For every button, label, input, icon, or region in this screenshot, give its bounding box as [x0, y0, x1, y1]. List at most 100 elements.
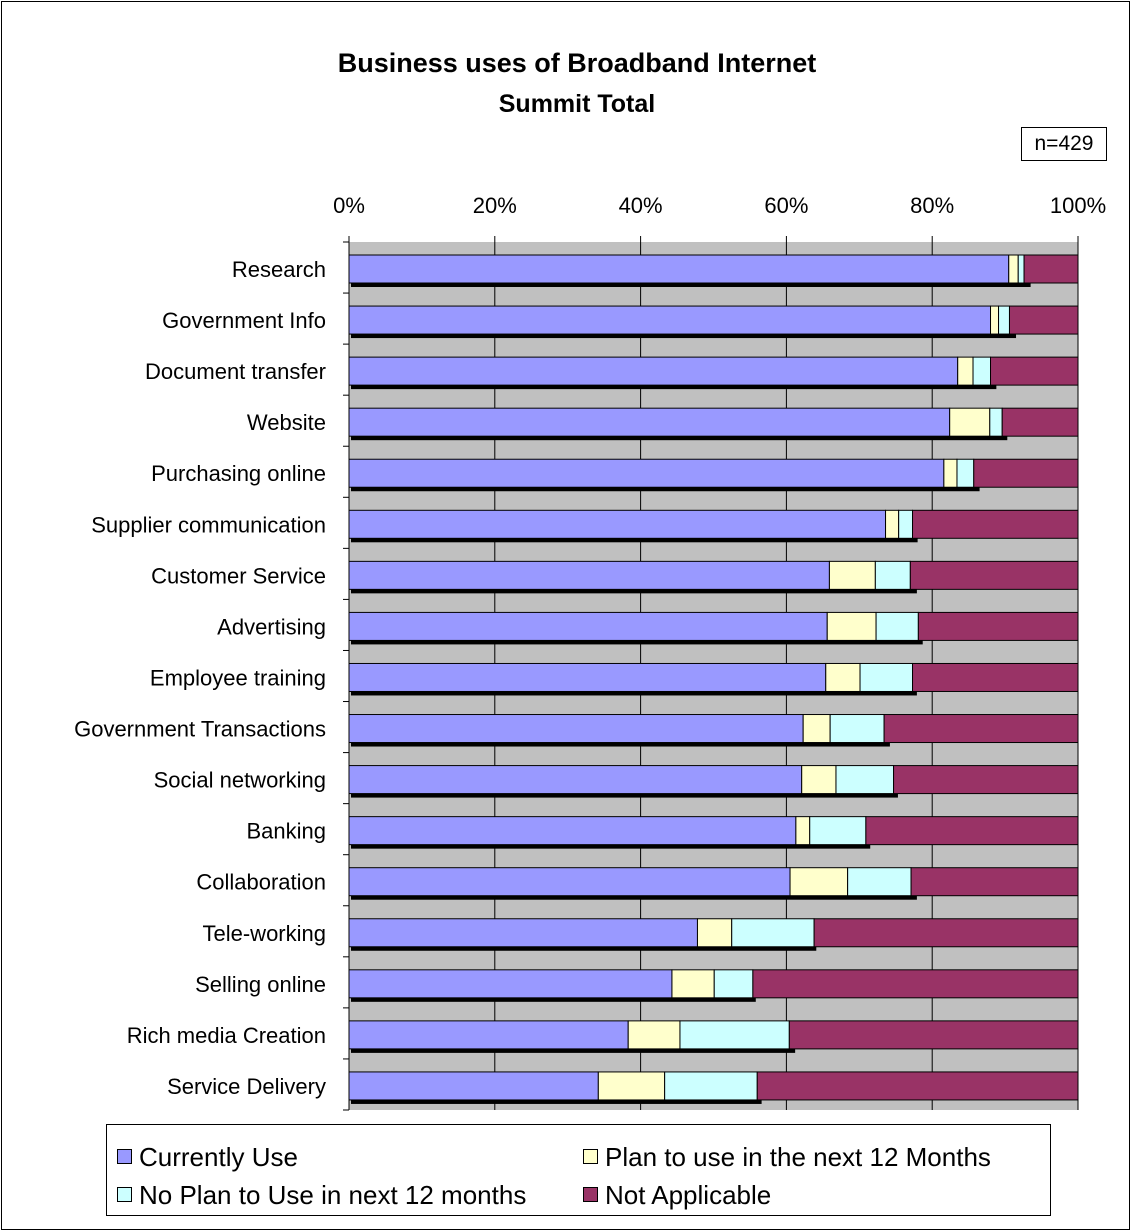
bar-selling-online-currently-use	[348, 969, 673, 999]
total-line-government-transactions	[351, 741, 890, 747]
bar-government-transactions-no-plan-to-use-in-next-12-months	[829, 714, 885, 744]
total-line-research	[351, 282, 1031, 287]
bar-purchasing-online-currently-use	[348, 458, 945, 488]
bar-purchasing-online-not-applicable	[973, 458, 1079, 488]
bar-advertising-no-plan-to-use-in-next-12-months	[875, 611, 919, 641]
bar-supplier-communication-plan-to-use-in-the-next-12-months	[885, 509, 900, 539]
chart-subtitle: Summit Total	[498, 90, 656, 118]
category-label-supplier-communication: Supplier communication	[91, 512, 326, 537]
bar-government-transactions-plan-to-use-in-the-next-12-months	[802, 714, 831, 744]
bar-document-transfer-plan-to-use-in-the-next-12-months	[957, 356, 974, 386]
bar-research-plan-to-use-in-the-next-12-months	[1008, 254, 1019, 284]
x-tick-label-5: 100%	[1050, 193, 1106, 218]
category-label-service-delivery: Service Delivery	[167, 1074, 326, 1099]
total-line-customer-service	[351, 588, 917, 594]
category-label-tele-working: Tele-working	[203, 921, 327, 946]
total-line-document-transfer	[351, 384, 997, 390]
sample-size-box: n=429	[1021, 127, 1107, 161]
category-label-rich-media-creation: Rich media Creation	[127, 1023, 326, 1048]
bar-customer-service-no-plan-to-use-in-next-12-months	[874, 560, 911, 590]
bar-social-networking-no-plan-to-use-in-next-12-months	[835, 765, 895, 795]
bar-employee-training-currently-use	[348, 662, 827, 692]
total-line-rich-media-creation	[351, 1047, 796, 1053]
legend-swatch-no-plan	[117, 1187, 132, 1202]
bar-tele-working-plan-to-use-in-the-next-12-months	[696, 918, 733, 948]
bar-banking-currently-use	[348, 816, 797, 846]
legend-swatch-currently-use	[117, 1149, 132, 1164]
bar-advertising-plan-to-use-in-the-next-12-months	[826, 611, 877, 641]
category-label-selling-online: Selling online	[195, 972, 326, 997]
total-line-banking	[351, 843, 871, 849]
bar-document-transfer-currently-use	[348, 356, 959, 386]
bar-government-transactions-currently-use	[348, 714, 804, 744]
bar-service-delivery-no-plan-to-use-in-next-12-months	[664, 1071, 758, 1101]
bar-supplier-communication-no-plan-to-use-in-next-12-months	[898, 509, 914, 539]
total-line-government-info	[351, 333, 1017, 339]
total-line-selling-online	[351, 996, 756, 1002]
bar-banking-not-applicable	[865, 816, 1079, 846]
category-label-government-transactions: Government Transactions	[74, 717, 326, 742]
bar-rich-media-creation-not-applicable	[788, 1020, 1079, 1050]
bar-social-networking-plan-to-use-in-the-next-12-months	[801, 765, 837, 795]
total-line-tele-working	[351, 945, 817, 951]
category-label-purchasing-online: Purchasing online	[151, 461, 326, 486]
bar-government-info-no-plan-to-use-in-next-12-months	[998, 305, 1010, 335]
category-label-social-networking: Social networking	[154, 768, 326, 793]
bar-government-info-plan-to-use-in-the-next-12-months	[990, 305, 1000, 335]
bar-purchasing-online-no-plan-to-use-in-next-12-months	[956, 458, 975, 488]
legend-label-currently-use: Currently Use	[139, 1142, 298, 1172]
category-label-advertising: Advertising	[217, 614, 326, 639]
legend-label-not-applicable: Not Applicable	[605, 1180, 772, 1210]
bar-customer-service-not-applicable	[909, 560, 1079, 590]
total-line-website	[351, 435, 1008, 441]
bar-research-currently-use	[348, 254, 1010, 284]
chart-title: Business uses of Broadband Internet	[337, 48, 817, 78]
category-label-website: Website	[247, 410, 326, 435]
category-label-collaboration: Collaboration	[196, 870, 326, 895]
category-label-customer-service: Customer Service	[151, 563, 326, 588]
x-tick-label-2: 40%	[619, 193, 663, 218]
bar-rich-media-creation-no-plan-to-use-in-next-12-months	[679, 1020, 790, 1050]
bar-employee-training-plan-to-use-in-the-next-12-months	[825, 662, 861, 692]
bar-website-currently-use	[348, 407, 951, 437]
bar-employee-training-no-plan-to-use-in-next-12-months	[859, 662, 914, 692]
category-label-government-info: Government Info	[162, 308, 326, 333]
bar-service-delivery-currently-use	[348, 1071, 599, 1101]
category-label-banking: Banking	[246, 819, 326, 844]
bar-document-transfer-no-plan-to-use-in-next-12-months	[972, 356, 992, 386]
bar-selling-online-plan-to-use-in-the-next-12-months	[671, 969, 715, 999]
bar-customer-service-plan-to-use-in-the-next-12-months	[828, 560, 876, 590]
category-label-research: Research	[232, 257, 326, 282]
legend-swatch-not-applicable	[583, 1187, 598, 1202]
bar-selling-online-not-applicable	[752, 969, 1079, 999]
bar-banking-no-plan-to-use-in-next-12-months	[809, 816, 867, 846]
legend-label-no-plan: No Plan to Use in next 12 months	[139, 1180, 527, 1210]
total-line-advertising	[351, 639, 923, 645]
bar-website-not-applicable	[1001, 407, 1079, 437]
total-line-service-delivery	[351, 1098, 762, 1104]
bar-advertising-currently-use	[348, 611, 828, 641]
bar-employee-training-not-applicable	[912, 662, 1079, 692]
bar-tele-working-no-plan-to-use-in-next-12-months	[731, 918, 815, 948]
bar-government-info-currently-use	[348, 305, 992, 335]
bar-research-not-applicable	[1023, 254, 1079, 284]
total-line-social-networking	[351, 792, 898, 798]
total-line-employee-training	[351, 690, 917, 696]
bar-selling-online-no-plan-to-use-in-next-12-months	[713, 969, 754, 999]
bar-customer-service-currently-use	[348, 560, 830, 590]
bar-service-delivery-plan-to-use-in-the-next-12-months	[597, 1071, 666, 1101]
category-label-document-transfer: Document transfer	[145, 359, 326, 384]
legend-label-plan-to-use: Plan to use in the next 12 Months	[605, 1142, 991, 1172]
bar-purchasing-online-plan-to-use-in-the-next-12-months	[943, 458, 958, 488]
bar-rich-media-creation-currently-use	[348, 1020, 629, 1050]
bar-collaboration-plan-to-use-in-the-next-12-months	[789, 867, 849, 897]
bar-government-transactions-not-applicable	[883, 714, 1079, 744]
bar-collaboration-not-applicable	[910, 867, 1079, 897]
total-line-purchasing-online	[351, 486, 980, 492]
bar-supplier-communication-not-applicable	[912, 509, 1079, 539]
total-line-supplier-communication	[351, 537, 918, 543]
bar-government-info-not-applicable	[1008, 305, 1079, 335]
x-tick-label-4: 80%	[910, 193, 954, 218]
bar-tele-working-currently-use	[348, 918, 698, 948]
